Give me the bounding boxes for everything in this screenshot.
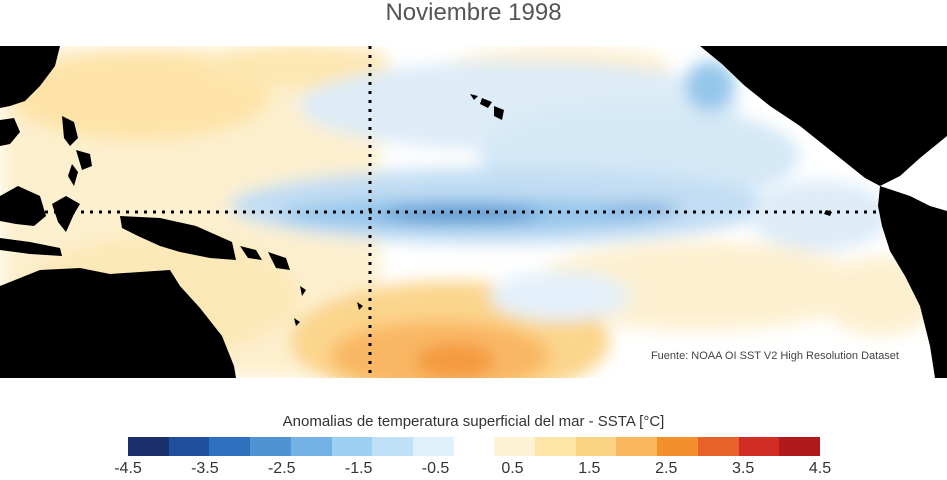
colorbar-swatch [779, 437, 820, 456]
colorbar-swatch [575, 437, 617, 456]
colorbar-tick-label: 0.5 [501, 460, 524, 477]
colorbar-tick-label: -4.5 [114, 460, 142, 477]
colorbar-swatch [412, 437, 454, 456]
colorbar-tick-label: -1.5 [344, 460, 373, 477]
colorbar-swatch [535, 437, 576, 456]
map-title: Noviembre 1998 [385, 0, 562, 26]
colorbar-tick-label: 3.5 [731, 460, 755, 477]
colorbar-swatch [697, 437, 739, 456]
colorbar-tick-label: 2.5 [655, 460, 678, 477]
colorbar-swatch [453, 437, 495, 456]
colorbar-ticks: -4.5 -3.5 -2.5 -1.5 -0.5 0.5 1.5 2.5 3.5 4.5 [0, 460, 947, 480]
colorbar-title: Anomalias de temperatura superficial del… [282, 413, 665, 430]
colorbar-swatch [168, 437, 210, 456]
data-source-label: Fuente: NOAA OI SST V2 High Resolution D… [650, 350, 899, 362]
colorbar-tick-label: 1.5 [578, 460, 601, 477]
colorbar-swatch [128, 437, 169, 456]
colorbar-swatch [209, 437, 251, 456]
colorbar-swatch [331, 437, 373, 456]
colorbar-tick-label: -2.5 [267, 460, 296, 477]
colorbar-tick-label: -0.5 [421, 460, 450, 477]
colorbar-swatch [250, 437, 291, 456]
colorbar-swatch [616, 437, 658, 456]
sst-anomaly-map [0, 46, 947, 378]
colorbar-swatch [290, 437, 332, 456]
land-masses [0, 46, 947, 378]
colorbar-swatch [494, 437, 536, 456]
colorbar-tick-label: 4.5 [808, 460, 832, 477]
colorbar-swatch [657, 437, 698, 456]
colorbar-swatch [738, 437, 780, 456]
colorbar [128, 437, 820, 456]
colorbar-swatch [372, 437, 413, 456]
colorbar-tick-label: -3.5 [191, 460, 219, 477]
